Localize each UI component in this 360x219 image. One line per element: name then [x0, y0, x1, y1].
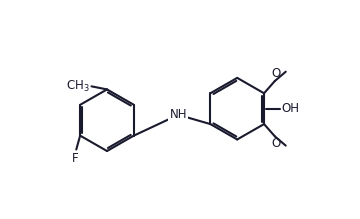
Text: OH: OH — [281, 102, 299, 115]
Text: O: O — [271, 67, 280, 80]
Text: CH$_3$: CH$_3$ — [66, 79, 90, 94]
Text: O: O — [271, 137, 280, 150]
Text: F: F — [72, 152, 79, 165]
Text: NH: NH — [170, 108, 187, 121]
